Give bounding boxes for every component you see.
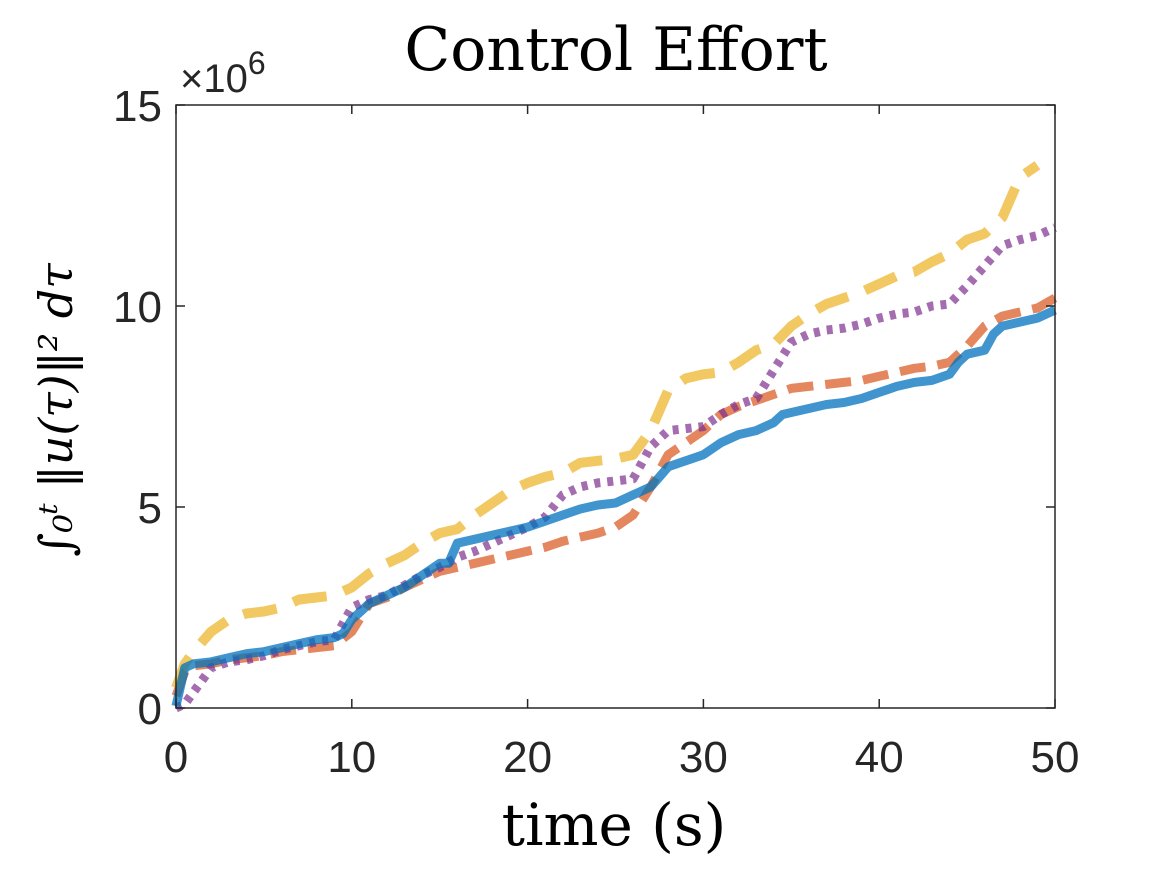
series-layer: [171, 161, 1058, 713]
series-line-1: [171, 294, 1058, 698]
y-tick-label: 15: [113, 82, 162, 131]
y-axis-exponent-base: ×10: [180, 57, 248, 101]
y-tick-label: 5: [138, 484, 162, 533]
x-tick-label: 10: [327, 733, 376, 782]
y-tick-label: 0: [138, 685, 162, 734]
x-tick-label: 20: [503, 733, 552, 782]
series-line-0: [171, 305, 1057, 708]
x-tick-label: 30: [679, 733, 728, 782]
y-tick-label: 10: [113, 283, 162, 332]
series-line-3: [174, 223, 1057, 713]
chart-title: Control Effort: [404, 15, 827, 85]
y-axis-exponent-power: 6: [248, 45, 266, 81]
x-axis-label: time (s): [502, 791, 727, 859]
x-tick-label: 40: [855, 733, 904, 782]
y-axis-exponent: ×106: [180, 45, 266, 101]
x-axis-ticks: 0 10 20 30 40 50: [164, 105, 1080, 782]
series-line-2: [171, 161, 1041, 690]
x-tick-label: 0: [164, 733, 188, 782]
plot-area-frame: [175, 104, 1056, 709]
x-tick-label: 50: [1031, 733, 1080, 782]
y-axis-label: ∫₀ᵗ ‖u(τ)‖² dτ: [29, 262, 83, 557]
y-axis-ticks: 0 5 10 15: [113, 82, 1055, 734]
